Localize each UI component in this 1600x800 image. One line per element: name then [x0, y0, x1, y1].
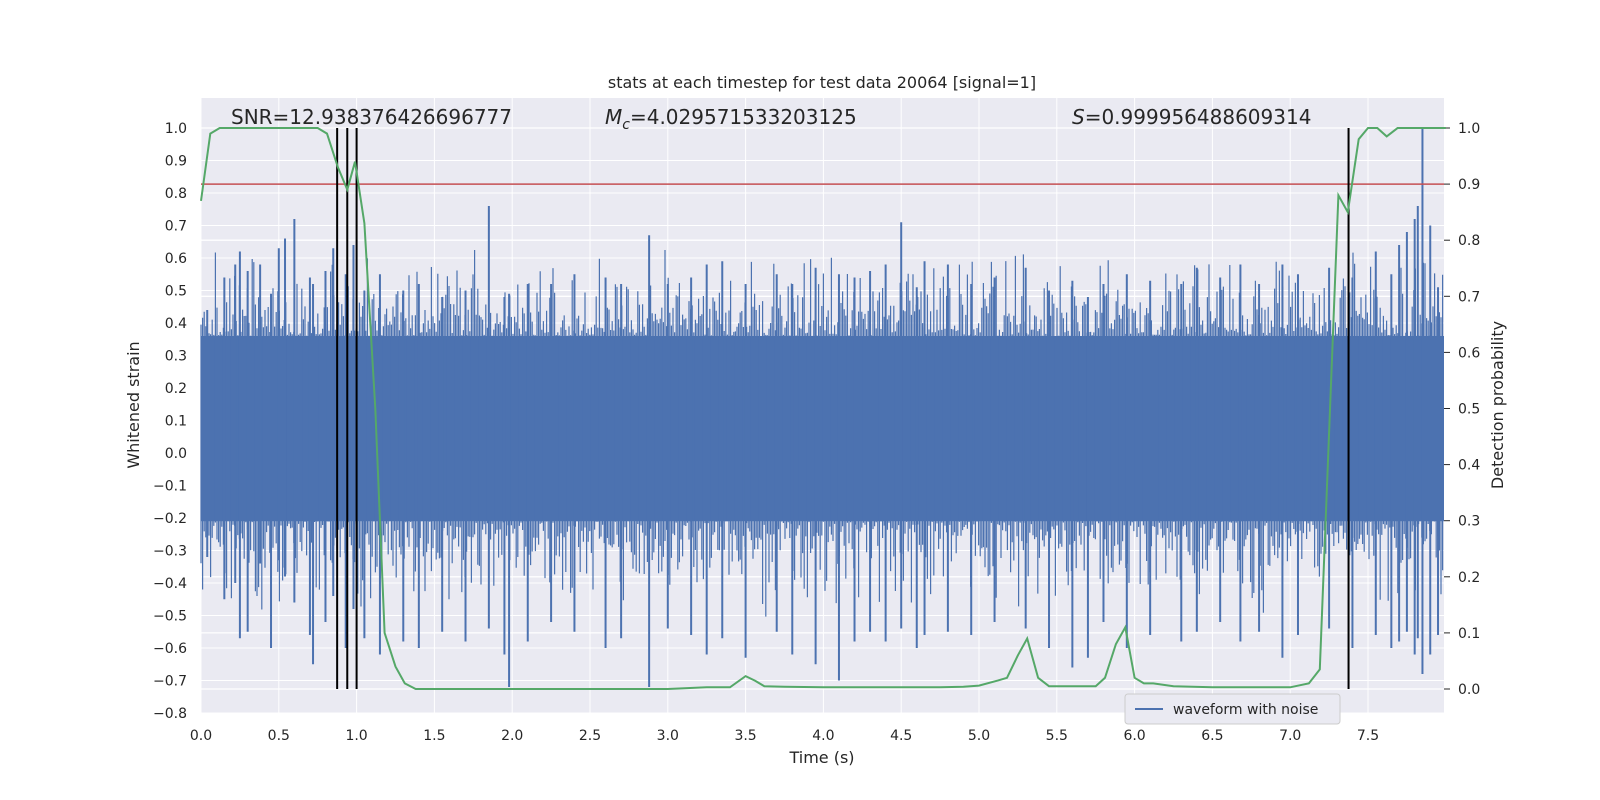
chart-title: stats at each timestep for test data 200…: [608, 73, 1036, 92]
probability-line: [200, 127, 1446, 690]
y-tick-label-left: 1.0: [165, 121, 187, 137]
y-tick-label-left: −0.6: [153, 641, 187, 657]
x-tick-label: 3.0: [657, 728, 679, 744]
waveform-noise: [200, 250, 1444, 617]
x-tick-label: 1.5: [423, 728, 445, 744]
waveform-series: [200, 128, 1444, 687]
y-tick-label-left: 0.3: [165, 349, 187, 365]
y-tick-label-right: 0.5: [1458, 402, 1480, 418]
y-tick-label-right: 0.1: [1458, 626, 1480, 642]
y-tick-label-left: −0.4: [153, 576, 187, 592]
y-tick-label-left: −0.7: [153, 674, 187, 690]
legend: waveform with noise: [1124, 693, 1341, 725]
vertical-markers: [336, 128, 1350, 689]
x-tick-label: 0.0: [190, 728, 212, 744]
y-tick-label-right: 1.0: [1458, 121, 1480, 137]
y-tick-label-right: 0.9: [1458, 177, 1480, 193]
x-tick-label: 4.0: [812, 728, 834, 744]
y-tick-label-left: 0.0: [165, 446, 187, 462]
y-tick-label-right: 0.4: [1458, 458, 1480, 474]
x-tick-label: 6.0: [1123, 728, 1145, 744]
x-tick-label: 6.5: [1201, 728, 1223, 744]
x-tick-label: 2.0: [501, 728, 523, 744]
x-tick-labels: 0.0 0.5 1.0 1.5 2.0 2.5 3.0 3.5 4.0 4.5 5.0 5.5 6.0 6…: [190, 728, 1379, 744]
x-tick-label: 3.5: [734, 728, 756, 744]
x-tick-label: 0.5: [268, 728, 290, 744]
x-tick-label: 2.5: [579, 728, 601, 744]
y-tick-label-left: −0.5: [153, 609, 187, 625]
y-tick-label-left: −0.3: [153, 544, 187, 560]
chirp-mass-annotation: Mc=4.029571533203125: [605, 105, 857, 133]
y-tick-label-right: 0.2: [1458, 570, 1480, 586]
y-axis-label-left: Whitened strain: [124, 341, 143, 468]
y-tick-labels-right: 1.0 0.9 0.8 0.7 0.6 0.5 0.4 0.3 0.2 0.1 0.0: [1458, 121, 1480, 698]
y-tick-label-left: −0.2: [153, 511, 187, 527]
y-tick-label-left: 0.2: [165, 381, 187, 397]
y-tick-label-right: 0.3: [1458, 514, 1480, 530]
y-tick-label-left: 0.6: [165, 251, 187, 267]
x-tick-label: 4.5: [890, 728, 912, 744]
y-tick-labels-left: 1.0 0.9 0.8 0.7 0.6 0.5 0.4 0.3 0.2 0.1 0.0 −0.1 −0.…: [153, 121, 187, 722]
x-tick-label: 7.0: [1279, 728, 1301, 744]
waveform-band: [201, 336, 1444, 522]
x-tick-label: 5.0: [968, 728, 990, 744]
x-tick-label: 1.0: [345, 728, 367, 744]
y-tick-label-left: 0.5: [165, 284, 187, 300]
y-tick-label-right: 0.6: [1458, 345, 1480, 361]
legend-box: [1124, 693, 1341, 725]
x-tick-label: 5.5: [1046, 728, 1068, 744]
snr-annotation: SNR=12.938376426696777: [231, 105, 512, 129]
score-annotation: S=0.999956488609314: [1072, 105, 1311, 129]
y-tick-label-left: 0.1: [165, 414, 187, 430]
y-tick-label-left: −0.1: [153, 479, 187, 495]
y-tick-label-right: 0.8: [1458, 233, 1480, 249]
legend-label: waveform with noise: [1173, 702, 1318, 718]
x-tick-label: 7.5: [1357, 728, 1379, 744]
y-tick-label-left: 0.8: [165, 186, 187, 202]
y-tick-label-left: 0.7: [165, 219, 187, 235]
y-tick-label-right: 0.7: [1458, 289, 1480, 305]
y-tick-label-left: 0.4: [165, 316, 187, 332]
x-axis-label: Time (s): [788, 748, 854, 767]
y-tick-label-left: −0.8: [153, 706, 187, 722]
y-tick-label-left: 0.9: [165, 154, 187, 170]
y-tick-label-right: 0.0: [1458, 682, 1480, 698]
y-axis-label-right: Detection probability: [1488, 321, 1507, 489]
